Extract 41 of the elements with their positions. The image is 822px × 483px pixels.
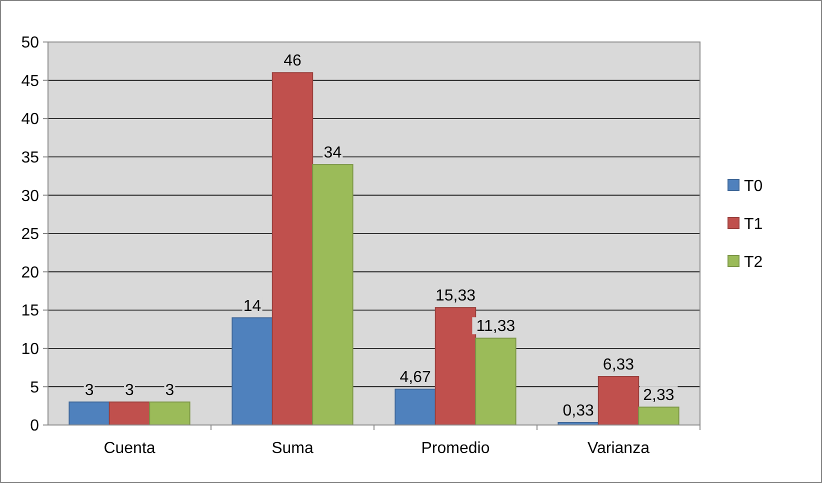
bar [598,376,640,426]
y-tick-label: 45 [21,72,40,90]
y-tick-label: 25 [21,226,40,244]
y-tick-label: 30 [21,188,40,205]
bar [312,164,354,426]
data-label: 4,67 [400,369,431,386]
y-tick-label: 40 [21,111,40,128]
data-label: 2,33 [643,387,674,404]
legend-label: T0 [744,178,763,196]
legend-label: T1 [744,216,763,234]
y-tick-label: 5 [30,379,40,396]
legend-label: T2 [744,254,763,272]
y-tick-label: 10 [21,341,40,358]
y-tick-label: 20 [21,264,40,282]
x-tick-label: Varianza [588,440,650,457]
x-tick-label: Cuenta [104,440,156,457]
data-label: 3 [125,382,134,400]
bar [68,402,110,426]
bar [434,307,476,426]
y-tick-label: 0 [30,418,40,435]
data-label: 6,33 [602,356,634,374]
bar [394,388,436,426]
bar [475,338,516,426]
data-label: 11,33 [476,318,516,336]
data-label: 3 [84,382,94,400]
data-label: 3 [165,382,174,400]
data-label: 0,33 [562,402,594,420]
bar [272,72,314,426]
data-label: 14 [243,298,262,315]
data-label: 15,33 [435,288,476,305]
bar [232,317,273,426]
x-tick-label: Suma [272,440,314,457]
bar [108,402,150,426]
bar [149,402,190,426]
y-tick-label: 15 [21,302,40,320]
y-tick-label: 50 [21,34,40,52]
bar [638,406,680,426]
data-label: 46 [284,52,302,70]
x-tick-label: Promedio [421,440,490,457]
y-tick-label: 35 [21,150,40,166]
data-label: 34 [324,144,342,162]
